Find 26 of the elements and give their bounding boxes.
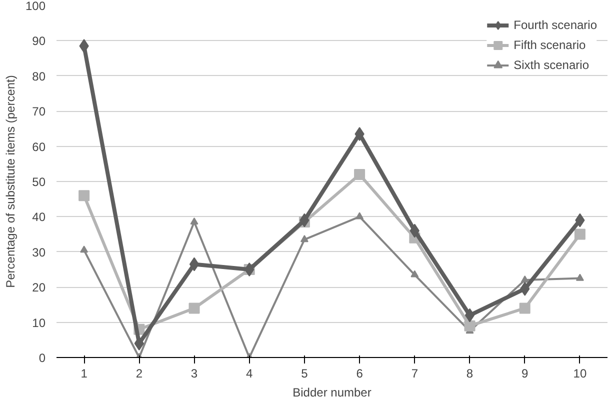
y-tick-label: 0 <box>38 351 46 365</box>
x-tick-label: 6 <box>356 366 364 380</box>
x-tick-label: 10 <box>573 366 587 380</box>
y-tick-label: 60 <box>32 140 46 154</box>
y-tick-label: 30 <box>32 245 46 260</box>
x-tick-label: 9 <box>522 366 529 380</box>
x-tick-label: 7 <box>411 366 418 380</box>
y-tick-label: 100 <box>25 0 46 13</box>
x-tick-label: 8 <box>466 366 474 380</box>
y-tick-label: 50 <box>32 175 46 189</box>
x-tick-label: 3 <box>190 366 198 380</box>
y-tick-label: 20 <box>32 280 46 295</box>
y-tick-label: 80 <box>32 69 46 84</box>
y-tick-label: 90 <box>32 34 46 48</box>
x-tick-label: 4 <box>246 366 254 380</box>
x-axis-title: Bidder number <box>292 386 372 400</box>
legend-label: Sixth scenario <box>514 58 589 72</box>
x-tick-label: 5 <box>301 366 308 380</box>
y-tick-label: 40 <box>32 210 46 224</box>
legend-label: Fifth scenario <box>514 38 586 52</box>
legend-label: Fourth scenario <box>514 18 597 32</box>
x-tick-label: 2 <box>136 366 143 380</box>
y-axis-title: Percentage of substitute items (percent) <box>3 75 18 288</box>
y-tick-label: 10 <box>32 316 46 330</box>
x-tick-label: 1 <box>80 366 88 380</box>
y-tick-label: 70 <box>32 104 46 119</box>
